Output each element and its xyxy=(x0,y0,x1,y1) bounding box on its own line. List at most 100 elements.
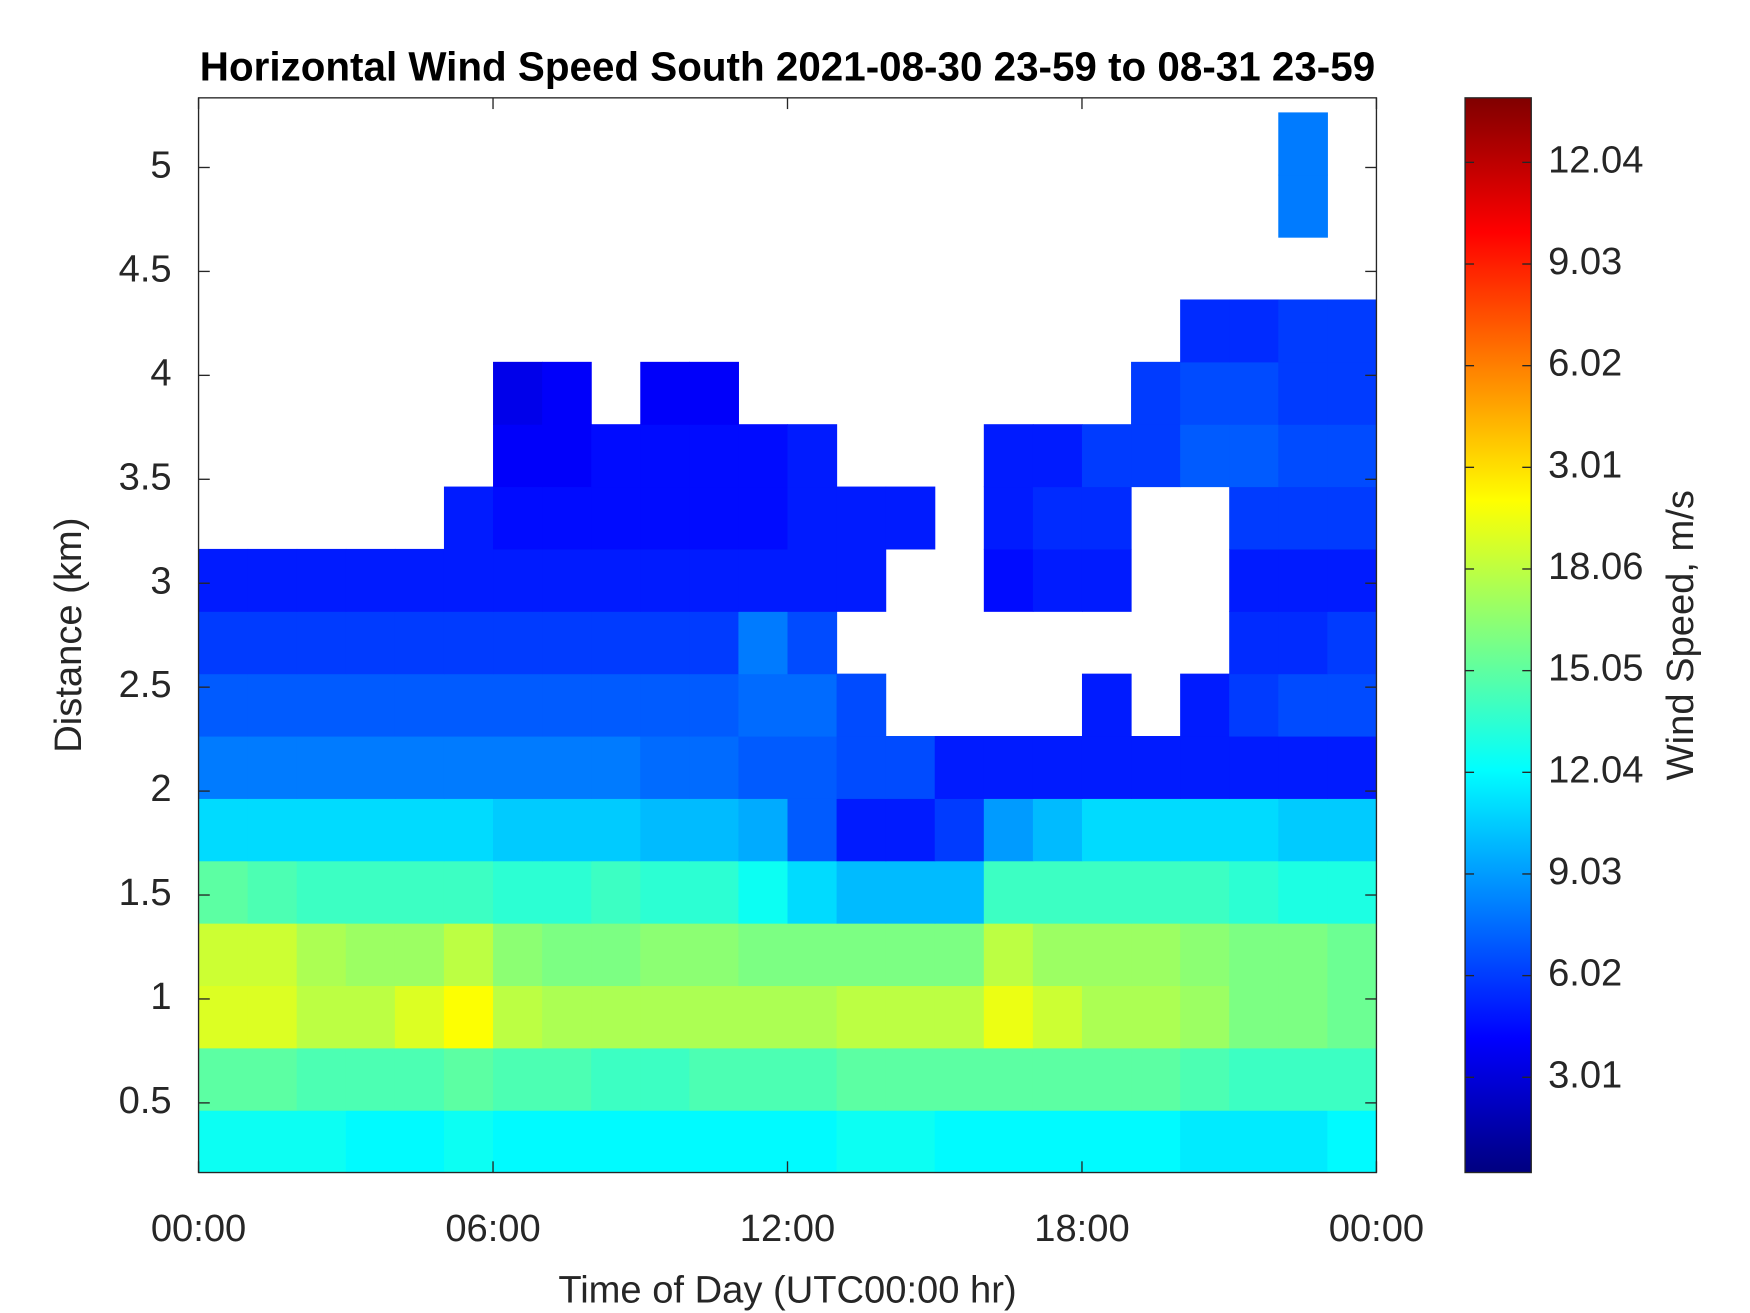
heatmap-cell xyxy=(1081,798,1132,862)
heatmap-cell xyxy=(296,673,347,737)
heatmap-cell xyxy=(247,860,298,924)
heatmap-cell xyxy=(983,860,1034,924)
heatmap-cell xyxy=(591,1047,641,1111)
heatmap-cell xyxy=(345,798,396,862)
heatmap-cell xyxy=(1327,486,1378,550)
heatmap-cell xyxy=(1032,548,1083,612)
heatmap-cell xyxy=(885,798,936,862)
heatmap-cell xyxy=(1327,923,1378,987)
heatmap-cell xyxy=(296,611,347,675)
heatmap-cell xyxy=(1327,1110,1378,1174)
heatmap-cell xyxy=(836,673,887,737)
heatmap-cell xyxy=(443,985,494,1049)
heatmap-cell xyxy=(198,673,249,737)
heatmap-cell xyxy=(1278,299,1328,363)
heatmap-cell xyxy=(787,611,838,675)
heatmap-cell xyxy=(1081,673,1132,737)
heatmap-cell xyxy=(591,736,641,799)
heatmap-cell xyxy=(836,985,887,1049)
heatmap-cell xyxy=(296,1110,347,1174)
heatmap-cell xyxy=(345,1110,396,1174)
heatmap-cell xyxy=(1229,486,1279,550)
heatmap-cell xyxy=(1081,486,1132,550)
heatmap-cell xyxy=(1229,985,1279,1049)
y-tick-label: 4.5 xyxy=(119,247,172,290)
y-tick-label: 2.5 xyxy=(119,663,172,706)
x-tick-label: 00:00 xyxy=(1329,1207,1424,1250)
heatmap-cell xyxy=(1229,548,1279,612)
heatmap-cell xyxy=(591,985,641,1049)
heatmap-cell xyxy=(934,860,985,924)
heatmap-cell xyxy=(689,486,739,550)
heatmap-cell xyxy=(1278,361,1328,425)
heatmap-cell xyxy=(836,486,887,550)
heatmap-cell xyxy=(787,673,838,737)
heatmap-cell xyxy=(394,548,445,612)
heatmap-cell xyxy=(1327,860,1378,924)
heatmap-cell xyxy=(983,424,1034,488)
heatmap-cell xyxy=(493,548,543,612)
heatmap-cell xyxy=(296,923,347,987)
heatmap-cell xyxy=(787,548,838,612)
heatmap-cell xyxy=(885,1110,936,1174)
heatmap-cell xyxy=(1229,361,1279,425)
heatmap-cell xyxy=(1327,985,1378,1049)
heatmap-cell xyxy=(591,923,641,987)
heatmap-cell xyxy=(394,985,445,1049)
heatmap-cell xyxy=(1180,424,1230,488)
heatmap-cell xyxy=(689,923,739,987)
heatmap-cell xyxy=(1327,548,1378,612)
heatmap-cell xyxy=(640,798,690,862)
heatmap-cell xyxy=(934,798,985,862)
heatmap-cell xyxy=(198,1047,249,1111)
heatmap-cell xyxy=(1180,860,1230,924)
heatmap-cell xyxy=(542,548,592,612)
heatmap-cell xyxy=(493,985,543,1049)
heatmap-cell xyxy=(443,486,494,550)
heatmap-cell xyxy=(836,548,887,612)
x-tick-label: 06:00 xyxy=(445,1207,540,1250)
heatmap-cell xyxy=(1131,985,1181,1049)
heatmap-cell xyxy=(738,860,789,924)
colorbar-tick-label: 18.06 xyxy=(1548,545,1643,588)
x-tick-label: 00:00 xyxy=(151,1207,246,1250)
colorbar xyxy=(1464,97,1532,1174)
heatmap-cell xyxy=(443,736,494,799)
heatmap-cell xyxy=(493,673,543,737)
heatmap-cell xyxy=(640,611,690,675)
heatmap-cell xyxy=(787,860,838,924)
heatmap-cell xyxy=(542,611,592,675)
heatmap-cell xyxy=(885,736,936,799)
heatmap-cell xyxy=(542,923,592,987)
heatmap-cell xyxy=(934,736,985,799)
heatmap-cell xyxy=(1229,923,1279,987)
heatmap-cell xyxy=(640,361,690,425)
y-tick-label: 3 xyxy=(150,559,171,602)
heatmap-cell xyxy=(1131,736,1181,799)
heatmap-cell xyxy=(1229,424,1279,488)
heatmap-cell xyxy=(345,548,396,612)
heatmap-cell xyxy=(640,486,690,550)
heatmap-cell xyxy=(1278,112,1328,176)
heatmap-cell xyxy=(345,673,396,737)
heatmap-cell xyxy=(689,1047,739,1111)
heatmap-cell xyxy=(1278,736,1328,799)
heatmap-cell xyxy=(983,1047,1034,1111)
heatmap-cell xyxy=(1032,736,1083,799)
heatmap-cell xyxy=(591,424,641,488)
heatmap-cell xyxy=(689,860,739,924)
heatmap-cell xyxy=(1032,923,1083,987)
heatmap-cell xyxy=(1131,361,1181,425)
heatmap-cell xyxy=(1081,548,1132,612)
heatmap-cell xyxy=(591,486,641,550)
heatmap-cell xyxy=(198,611,249,675)
heatmap-cell xyxy=(394,923,445,987)
y-axis-label: Distance (km) xyxy=(47,518,90,753)
heatmap-cell xyxy=(296,860,347,924)
heatmap-cell xyxy=(1278,486,1328,550)
heatmap-cell xyxy=(591,673,641,737)
heatmap-cell xyxy=(296,548,347,612)
heatmap-cell xyxy=(689,736,739,799)
heatmap-cell xyxy=(738,923,789,987)
